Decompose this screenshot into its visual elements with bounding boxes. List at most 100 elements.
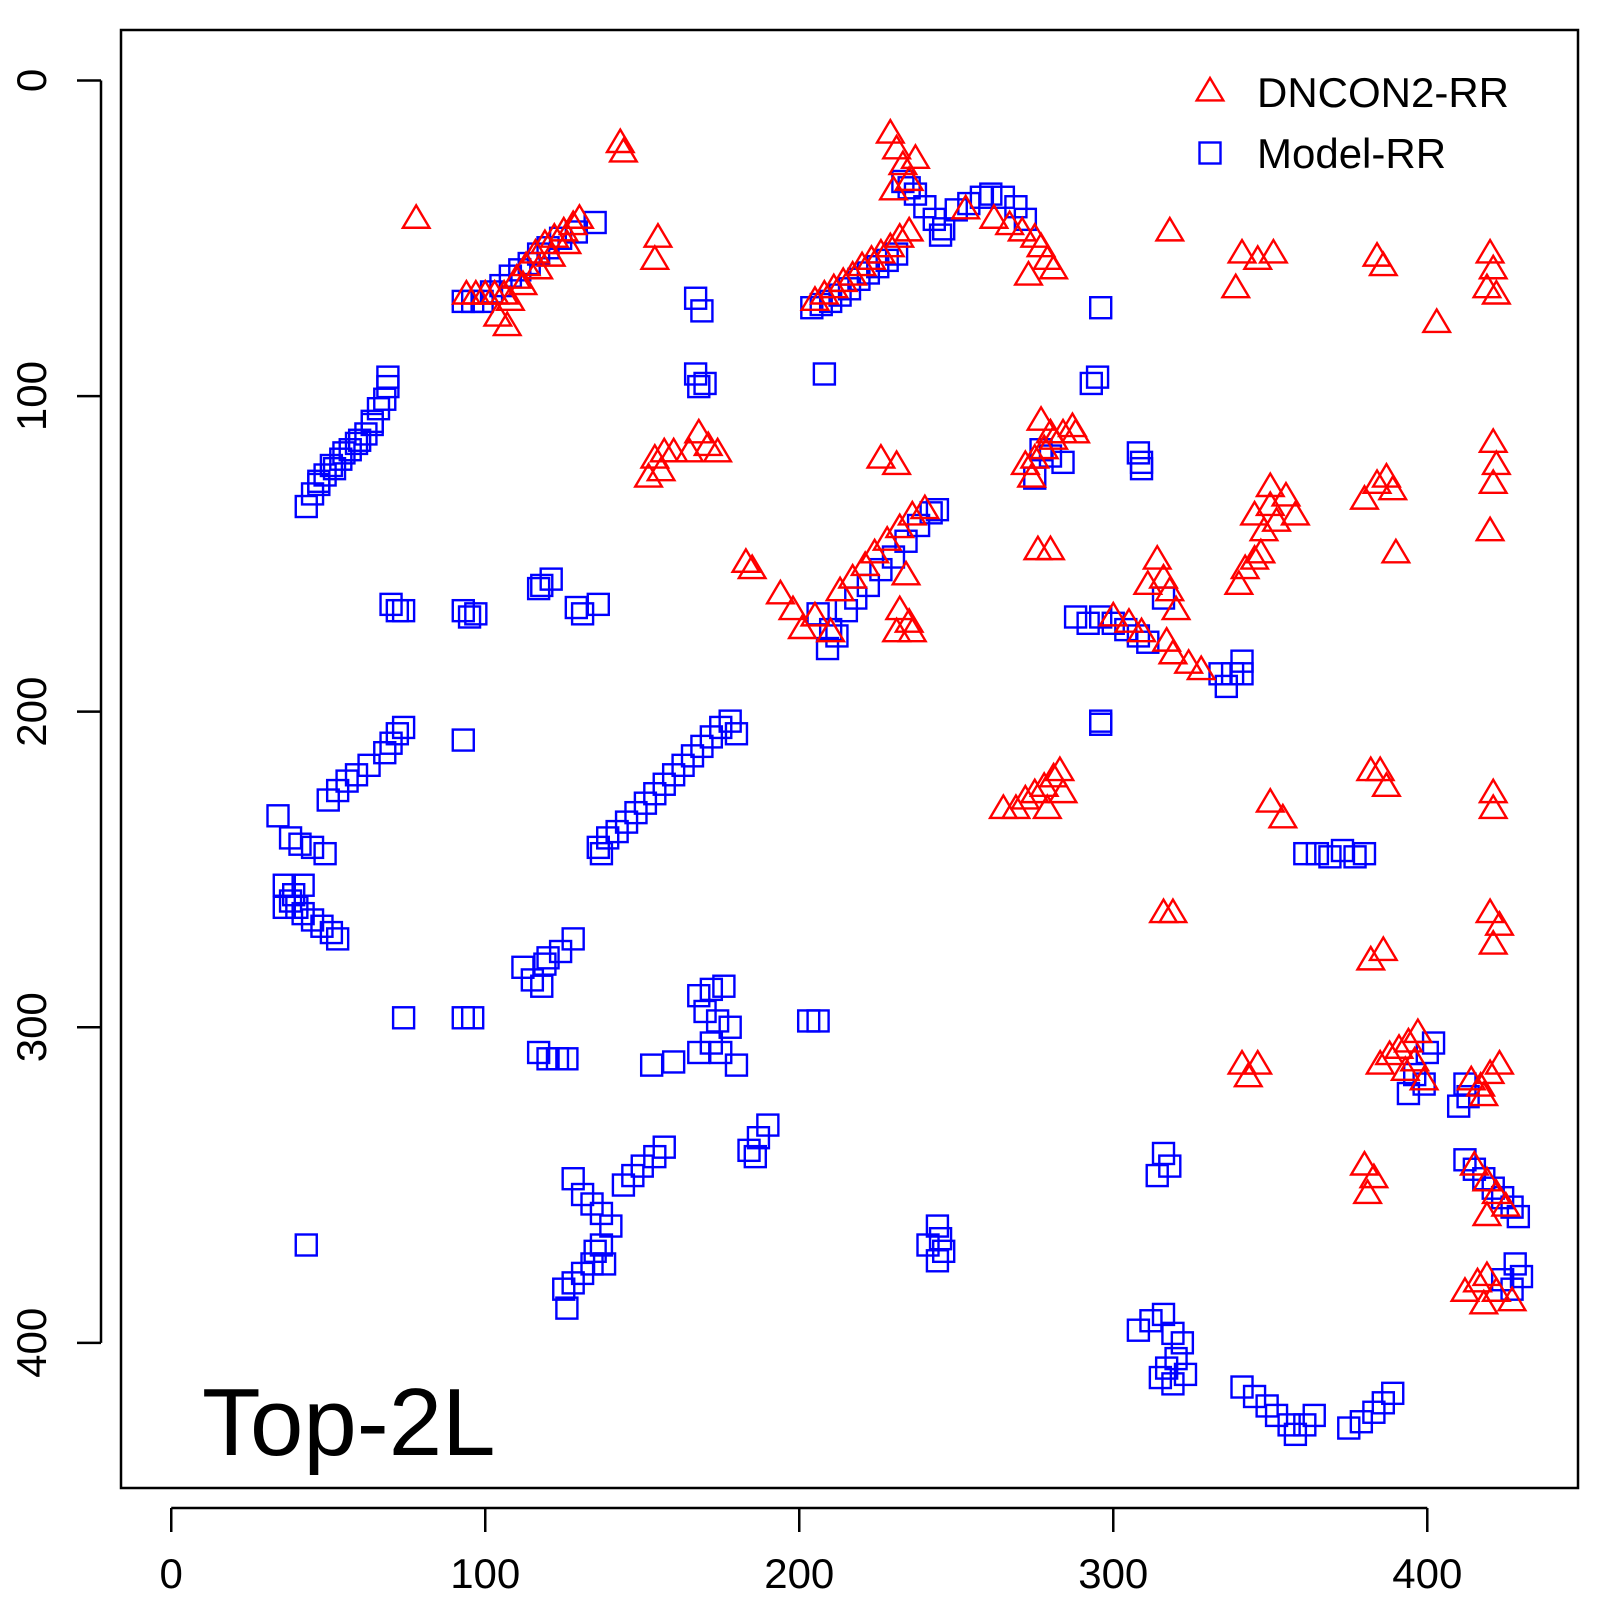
y-tick-label: 100 (8, 361, 55, 431)
data-point (1063, 605, 1088, 629)
data-point (1349, 483, 1380, 510)
data-point (1038, 253, 1070, 280)
data-point (294, 1233, 318, 1257)
data-point (893, 165, 925, 192)
data-point (639, 1053, 664, 1077)
data-point (815, 636, 840, 661)
data-point (1220, 272, 1252, 299)
y-axis: 0 100 200 300 400 (8, 69, 103, 1378)
data-point (604, 127, 636, 154)
data-point (978, 203, 1010, 229)
data-point (1471, 1165, 1503, 1192)
data-point (564, 595, 589, 620)
data-point (874, 117, 906, 144)
data-point (743, 1144, 767, 1169)
data-point (1399, 1045, 1431, 1072)
data-point (1380, 537, 1412, 564)
data-point (1242, 1048, 1274, 1075)
data-point (1279, 499, 1311, 526)
data-point (1258, 237, 1289, 264)
data-point (884, 594, 916, 621)
data-point (1254, 471, 1286, 498)
data-point (1038, 761, 1070, 788)
data-point (300, 835, 325, 860)
data-point (1484, 1048, 1515, 1075)
data-point (278, 889, 303, 913)
data-point (1496, 1285, 1528, 1312)
legend-triangle-icon (1194, 75, 1226, 102)
data-point (881, 545, 906, 569)
data-point (1480, 1275, 1512, 1302)
data-point (1477, 777, 1509, 804)
data-point (1361, 468, 1393, 495)
data-point (535, 240, 567, 267)
data-point (1474, 515, 1506, 542)
data-point (1223, 569, 1255, 596)
data-point (457, 605, 482, 629)
data-point (1154, 575, 1186, 602)
data-point (1051, 450, 1075, 475)
x-tick-label: 300 (1078, 1550, 1148, 1597)
data-point (564, 203, 595, 229)
data-point (1421, 307, 1453, 334)
data-point (1154, 215, 1186, 242)
data-point (451, 728, 475, 752)
data-point (1468, 1080, 1500, 1107)
data-point (1157, 638, 1189, 665)
data-point (799, 285, 831, 312)
data-point (1477, 928, 1509, 955)
data-point (756, 1113, 780, 1137)
x-axis: 0 100 200 300 400 (160, 1506, 1462, 1597)
data-point (530, 573, 554, 598)
data-point (1381, 1381, 1405, 1406)
data-point (1214, 674, 1239, 699)
data-point (884, 221, 916, 248)
data-point (896, 499, 928, 526)
data-point (1449, 1275, 1481, 1302)
data-point (460, 278, 492, 305)
data-point (1490, 1190, 1522, 1217)
data-point (812, 362, 837, 386)
data-point (1035, 534, 1066, 561)
data-point (1076, 611, 1100, 635)
data-point (1245, 537, 1277, 564)
data-point (1230, 662, 1254, 686)
data-point (1377, 474, 1409, 501)
x-tick-label: 200 (764, 1550, 834, 1597)
data-point (687, 374, 711, 399)
data-point (878, 174, 909, 201)
data-point (1477, 427, 1509, 454)
data-point (536, 946, 560, 970)
data-point (552, 1277, 576, 1301)
data-point (391, 1006, 416, 1030)
data-point (608, 136, 639, 163)
data-point (1089, 605, 1113, 629)
legend: DNCON2-RR Model-RR (1194, 69, 1509, 177)
data-point (526, 576, 551, 601)
data-point (994, 209, 1026, 236)
data-point (849, 550, 881, 577)
data-point (1226, 237, 1258, 264)
data-point (871, 524, 903, 551)
data-point (1173, 1362, 1198, 1387)
data-point (391, 598, 416, 623)
data-point (932, 217, 956, 241)
data-point (856, 244, 887, 270)
data-point (557, 209, 589, 236)
data-point (893, 215, 925, 242)
data-point (1352, 1178, 1384, 1205)
data-point (570, 602, 595, 626)
data-point (1503, 1252, 1527, 1276)
data-point (887, 149, 919, 176)
data-point (1254, 786, 1286, 813)
data-point (319, 920, 344, 945)
data-point (815, 616, 847, 643)
data-point (1132, 569, 1164, 596)
data-point (482, 300, 514, 327)
data-point (633, 461, 664, 488)
data-point (332, 441, 356, 465)
plot-annotation: Top-2L (202, 1369, 496, 1476)
data-point (491, 310, 523, 337)
data-point (702, 436, 734, 463)
